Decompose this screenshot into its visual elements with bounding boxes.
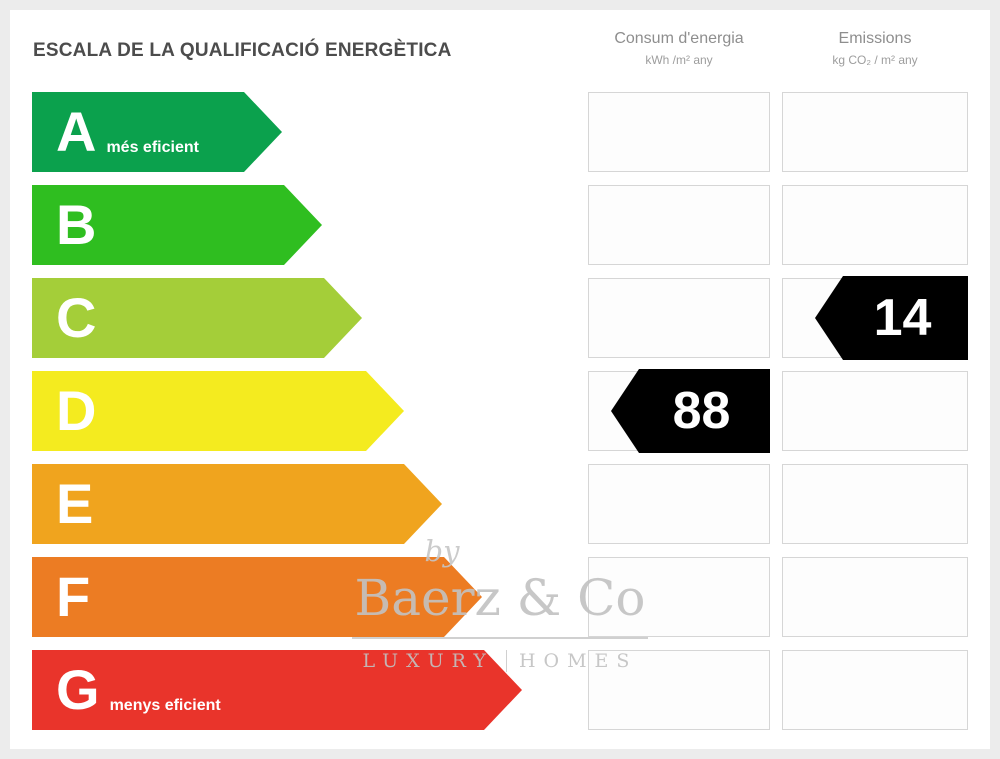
- rating-note-a: més eficient: [106, 139, 199, 156]
- rating-rows: A més eficient B C 14: [32, 92, 968, 743]
- page-title: ESCALA DE LA QUALIFICACIÓ ENERGÈTICA: [33, 40, 452, 61]
- rating-row-c: C 14: [32, 276, 968, 360]
- rating-row-g: G menys eficient: [32, 650, 968, 730]
- emissions-cell-a: [782, 92, 968, 172]
- consum-cell-e: [588, 464, 770, 544]
- rating-row-d: D 88: [32, 369, 968, 453]
- emissions-cell-g: [782, 650, 968, 730]
- rating-bar-f: F: [32, 557, 482, 637]
- emissions-cell-d: [782, 371, 968, 451]
- rating-letter-c: C: [56, 286, 97, 349]
- rating-bar-d: D: [32, 371, 404, 451]
- rating-letter-e: E: [56, 472, 94, 535]
- emissions-value-arrow: 14: [815, 276, 968, 360]
- column-header-consum: Consum d'energia kWh /m² any: [588, 30, 770, 67]
- column-header-consum-label: Consum d'energia: [614, 30, 744, 47]
- rating-bar-b: B: [32, 185, 322, 265]
- emissions-cell-e: [782, 464, 968, 544]
- consum-cell-b: [588, 185, 770, 265]
- rating-row-a: A més eficient: [32, 92, 968, 172]
- consum-cell-c: [588, 278, 770, 358]
- rating-letter-a: A: [56, 100, 97, 163]
- rating-note-g: menys eficient: [109, 697, 221, 714]
- rating-bar-e: E: [32, 464, 442, 544]
- rating-row-f: F: [32, 557, 968, 637]
- consum-cell-g: [588, 650, 770, 730]
- column-header-emissions-label: Emissions: [838, 30, 912, 47]
- rating-bar-a: A més eficient: [32, 92, 282, 172]
- consum-cell-f: [588, 557, 770, 637]
- consum-cell-d: 88: [588, 369, 770, 453]
- column-header-consum-unit: kWh /m² any: [645, 53, 713, 67]
- column-header-emissions: Emissions kg CO₂ / m² any: [782, 30, 968, 67]
- rating-row-b: B: [32, 185, 968, 265]
- consum-value-arrow: 88: [611, 369, 770, 453]
- column-header-emissions-unit: kg CO₂ / m² any: [832, 53, 918, 67]
- rating-bar-c: C: [32, 278, 362, 358]
- emissions-cell-f: [782, 557, 968, 637]
- rating-bar-g: G menys eficient: [32, 650, 522, 730]
- rating-letter-b: B: [56, 193, 97, 256]
- consum-cell-a: [588, 92, 770, 172]
- rating-row-e: E: [32, 464, 968, 544]
- consum-value: 88: [672, 382, 731, 440]
- emissions-cell-c: 14: [782, 276, 968, 360]
- rating-letter-g: G: [56, 658, 100, 721]
- rating-letter-d: D: [56, 379, 97, 442]
- emissions-cell-b: [782, 185, 968, 265]
- emissions-value: 14: [873, 289, 932, 347]
- rating-letter-f: F: [56, 565, 91, 628]
